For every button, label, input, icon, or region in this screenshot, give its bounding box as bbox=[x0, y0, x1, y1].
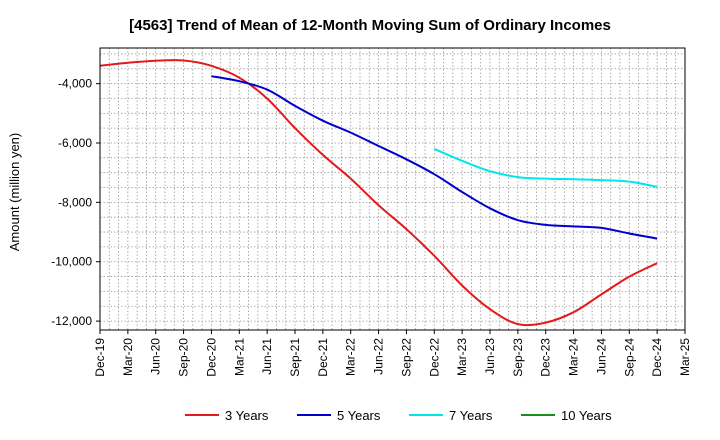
x-tick-label: Mar-21 bbox=[232, 338, 246, 376]
x-tick-label: Sep-21 bbox=[288, 338, 302, 377]
legend-label-5-years: 5 Years bbox=[337, 408, 381, 423]
y-axis-ticks: -4,000 -6,000 -8,000 -10,000 -12,000 bbox=[51, 77, 100, 328]
x-tick-label: Dec-22 bbox=[427, 338, 441, 377]
x-tick-label: Jun-21 bbox=[260, 338, 274, 375]
x-tick-label: Mar-22 bbox=[344, 338, 358, 376]
plot-frame bbox=[99, 47, 686, 331]
x-tick-label: Jun-23 bbox=[483, 338, 497, 375]
x-tick-label: Jun-20 bbox=[149, 338, 163, 375]
legend-label-7-years: 7 Years bbox=[449, 408, 493, 423]
series-line-3-years bbox=[99, 59, 658, 327]
x-axis-ticks: Dec-19 Mar-20 Jun-20 Sep-20 Dec-20 Mar-21 Jun-… bbox=[93, 330, 692, 377]
y-axis-label: Amount (million yen) bbox=[7, 133, 22, 252]
x-tick-label: Sep-24 bbox=[622, 338, 636, 377]
x-tick-label: Mar-25 bbox=[678, 338, 692, 376]
y-tick-label: -12,000 bbox=[51, 314, 92, 328]
x-tick-label: Dec-24 bbox=[650, 338, 664, 377]
y-tick-label: -4,000 bbox=[58, 77, 92, 91]
x-tick-label: Jun-24 bbox=[594, 338, 608, 375]
legend-label-3-years: 3 Years bbox=[225, 408, 269, 423]
x-tick-label: Mar-23 bbox=[455, 338, 469, 376]
y-tick-label: -8,000 bbox=[58, 195, 92, 209]
legend: 3 Years 5 Years 7 Years 10 Years bbox=[185, 408, 612, 423]
x-tick-label: Sep-23 bbox=[511, 338, 525, 377]
y-tick-label: -10,000 bbox=[51, 255, 92, 269]
x-tick-label: Dec-23 bbox=[539, 338, 553, 377]
x-tick-label: Dec-19 bbox=[93, 338, 107, 377]
chart-title: [4563] Trend of Mean of 12-Month Moving … bbox=[129, 17, 611, 34]
x-tick-label: Mar-24 bbox=[567, 338, 581, 376]
legend-label-10-years: 10 Years bbox=[561, 408, 612, 423]
y-tick-label: -6,000 bbox=[58, 136, 92, 150]
grid-lines bbox=[99, 48, 686, 330]
x-tick-label: Sep-22 bbox=[399, 338, 413, 377]
x-tick-label: Sep-20 bbox=[177, 338, 191, 377]
series-line-7-years bbox=[433, 147, 658, 188]
series-line-5-years bbox=[211, 75, 658, 240]
x-tick-label: Mar-20 bbox=[121, 338, 135, 376]
x-tick-label: Dec-20 bbox=[204, 338, 218, 377]
series-layer bbox=[99, 59, 658, 327]
x-tick-label: Jun-22 bbox=[372, 338, 386, 375]
x-tick-label: Dec-21 bbox=[316, 338, 330, 377]
